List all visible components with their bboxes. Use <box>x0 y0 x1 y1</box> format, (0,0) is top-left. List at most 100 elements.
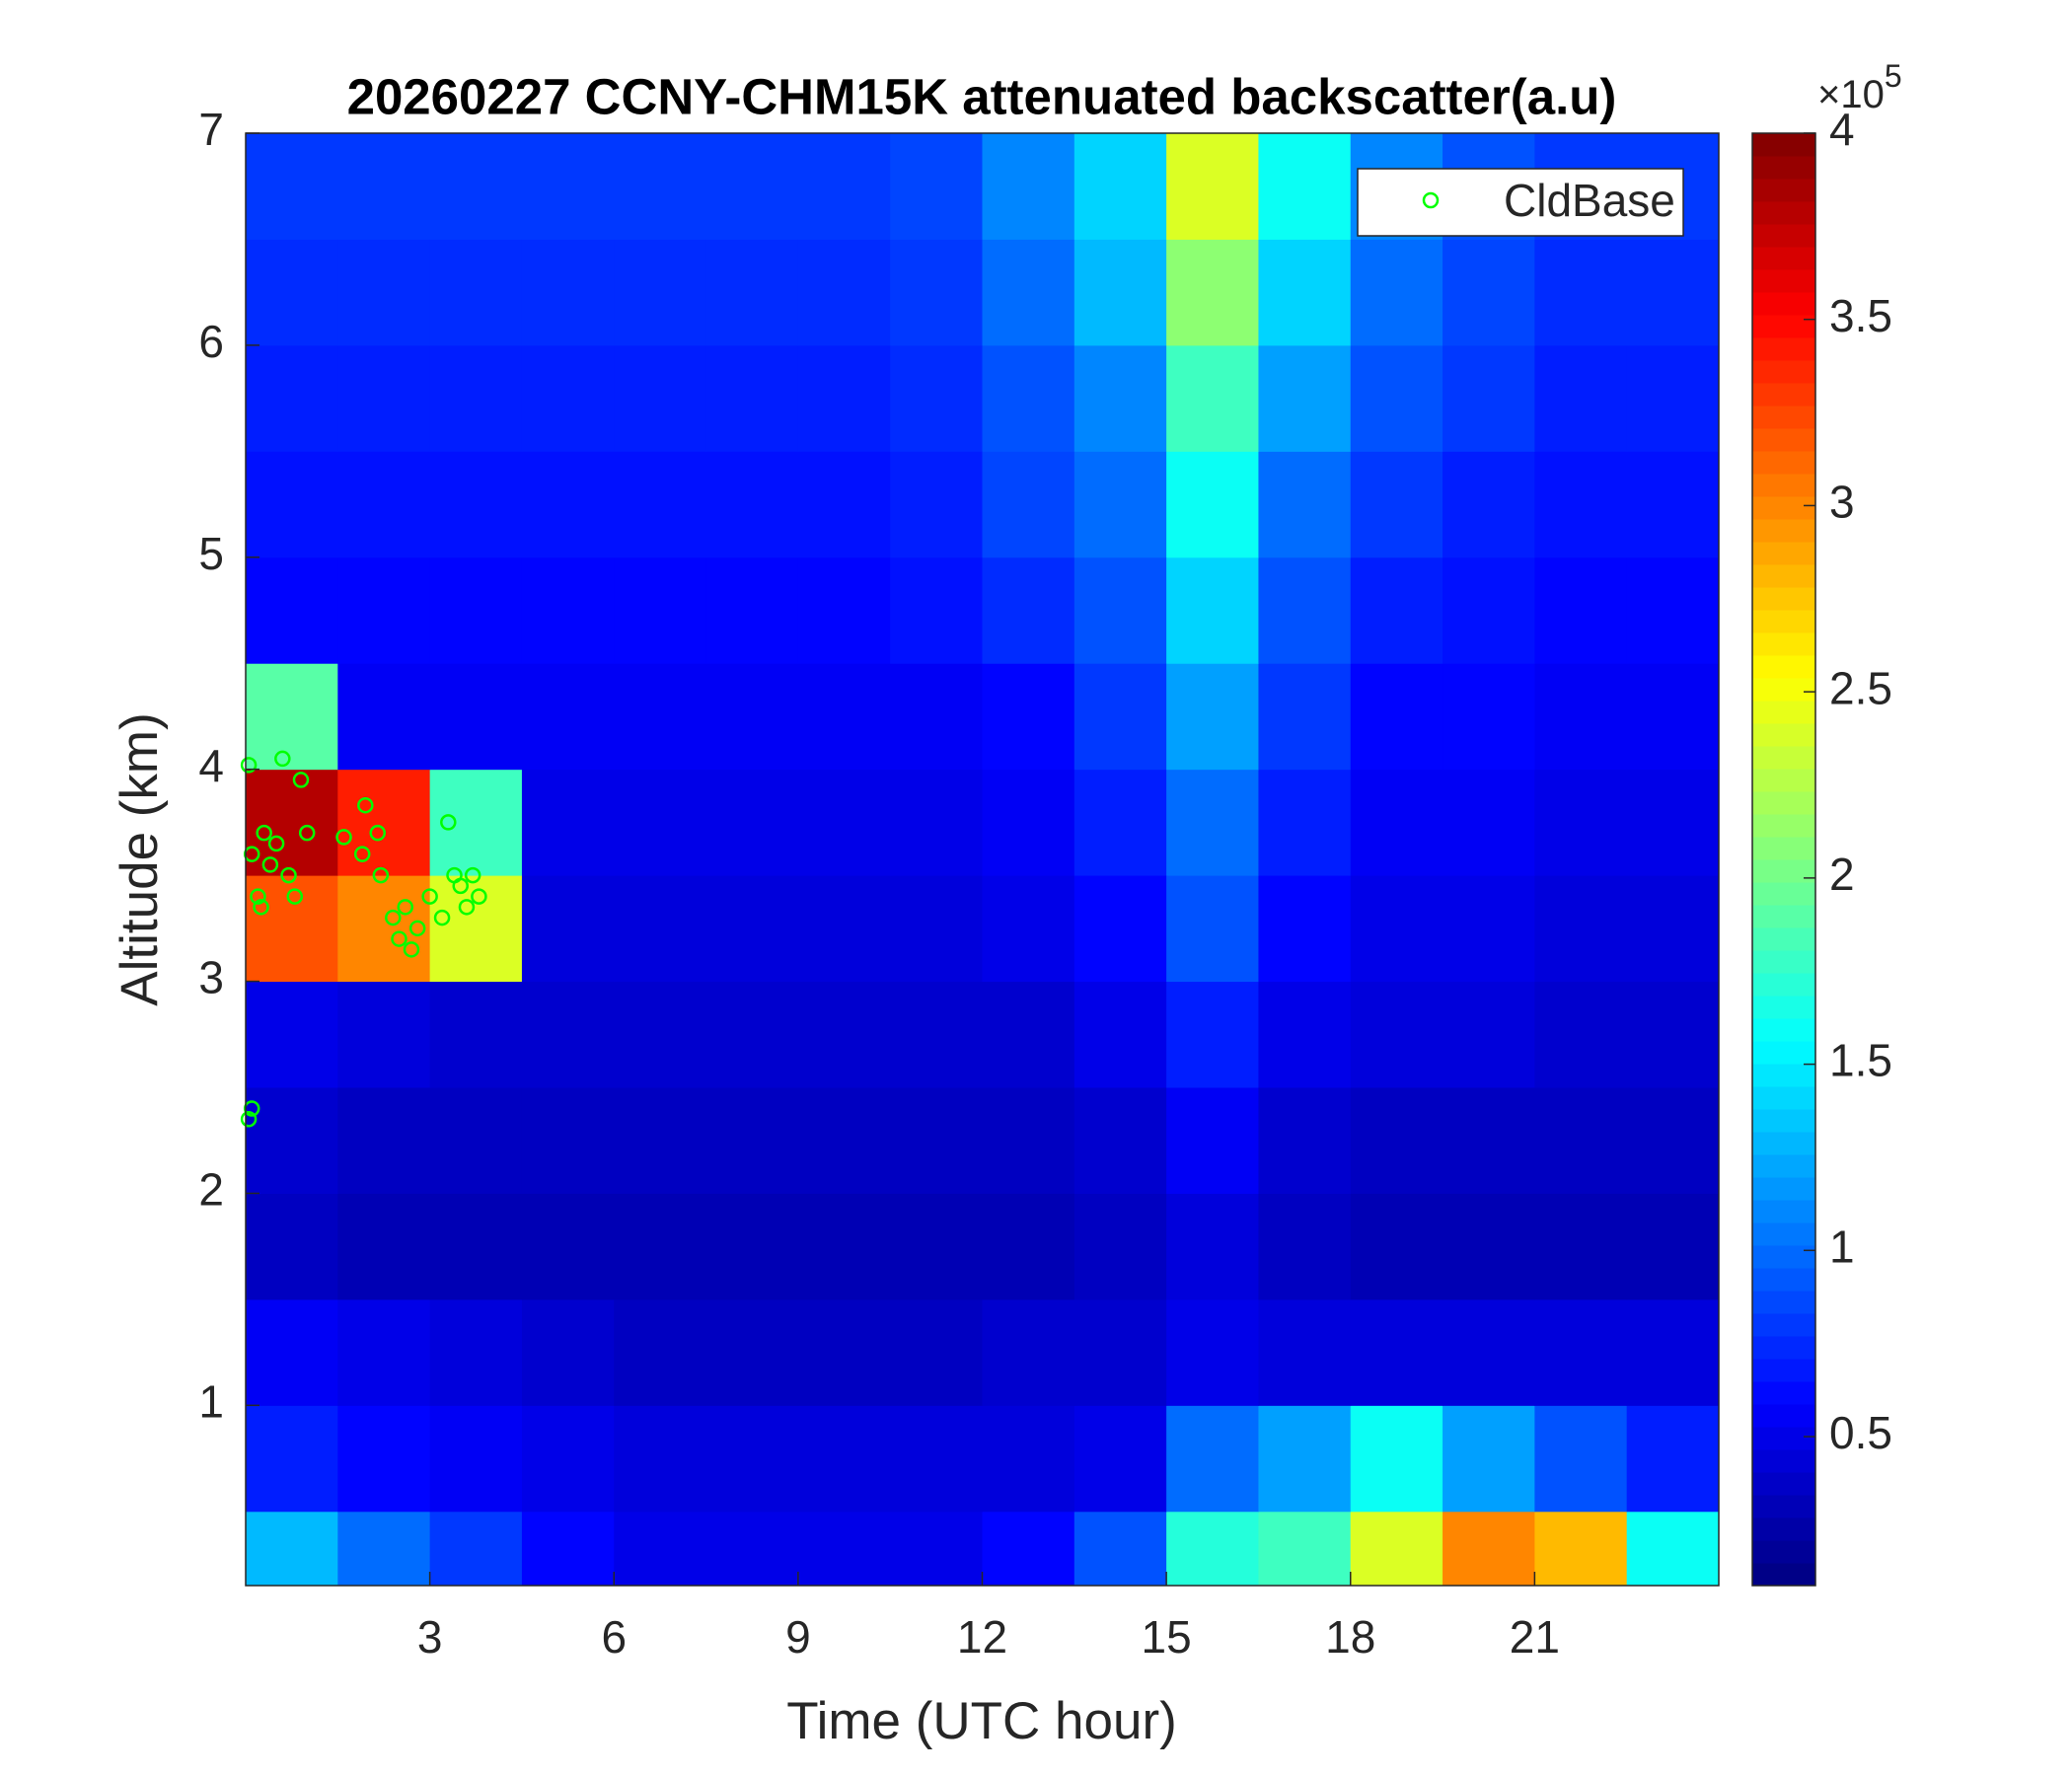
heatmap-cell <box>1443 1298 1535 1406</box>
heatmap-cell <box>982 1087 1075 1194</box>
y-tick-label: 7 <box>198 104 224 155</box>
heatmap-cell <box>429 875 523 983</box>
heatmap-cell <box>797 1193 891 1300</box>
heatmap-cell <box>429 663 523 771</box>
heatmap-cell <box>982 769 1075 876</box>
heatmap-cell <box>614 556 707 664</box>
heatmap-cell <box>705 1193 799 1300</box>
colorbar-tick-label: 0.5 <box>1829 1407 1892 1458</box>
heatmap-cell <box>1258 451 1352 558</box>
heatmap-cell <box>890 663 983 771</box>
cloud-base-point <box>357 796 374 814</box>
heatmap-cell <box>614 1298 707 1406</box>
colorbar-swatch <box>1752 905 1815 928</box>
colorbar-swatch <box>1752 1291 1815 1314</box>
heatmap-cell <box>429 556 523 664</box>
heatmap-cell <box>337 451 431 558</box>
heatmap-cell <box>429 1405 523 1513</box>
heatmap-cell <box>797 1087 891 1194</box>
colorbar-swatch <box>1752 224 1815 248</box>
heatmap-cell <box>982 239 1075 346</box>
cloud-base-point <box>335 829 352 846</box>
heatmap-cell <box>1534 1405 1628 1513</box>
heatmap-cell <box>705 451 799 558</box>
heatmap-cell <box>429 1511 523 1587</box>
heatmap-cell <box>797 344 891 452</box>
heatmap-cell <box>705 556 799 664</box>
heatmap-cell <box>1258 239 1352 346</box>
heatmap-cell <box>521 239 615 346</box>
colorbar-swatch <box>1752 406 1815 429</box>
y-tick-label: 6 <box>198 316 224 367</box>
heatmap-cell <box>890 133 983 240</box>
colorbar-swatch <box>1752 179 1815 202</box>
y-tick-label: 2 <box>198 1164 224 1216</box>
heatmap-cell <box>1258 663 1352 771</box>
heatmap-cell <box>1443 769 1535 876</box>
heatmap-cell <box>1443 663 1535 771</box>
legend-marker <box>1422 191 1440 209</box>
cloud-base-point <box>240 757 258 774</box>
cloud-base-point <box>408 920 426 937</box>
heatmap-cell <box>429 451 523 558</box>
colorbar-swatch <box>1752 1404 1815 1428</box>
cloud-base-point <box>261 856 279 873</box>
heatmap-cell <box>614 769 707 876</box>
heatmap-cell <box>1534 239 1628 346</box>
heatmap-cell <box>1443 239 1535 346</box>
heatmap-cell <box>337 344 431 452</box>
heatmap-cell <box>1073 556 1167 664</box>
heatmap-cell <box>705 239 799 346</box>
x-tick-label: 21 <box>1510 1611 1560 1663</box>
heatmap-cell <box>246 1087 338 1194</box>
colorbar-swatch <box>1752 1268 1815 1292</box>
cloud-base-point <box>433 909 451 926</box>
heatmap-cell <box>1258 875 1352 983</box>
heatmap-cell <box>705 981 799 1088</box>
heatmap-cell <box>614 663 707 771</box>
heatmap-cell <box>429 1087 523 1194</box>
heatmap-cell <box>1073 1405 1167 1513</box>
heatmap-cell <box>246 1405 338 1513</box>
colorbar-swatch <box>1752 632 1815 656</box>
heatmap-cell <box>521 556 615 664</box>
heatmap-cell <box>246 769 338 876</box>
heatmap-cell <box>705 344 799 452</box>
colorbar-swatch <box>1752 519 1815 543</box>
heatmap-cell <box>1443 1087 1535 1194</box>
cloud-base-point <box>292 772 310 788</box>
colorbar-swatch <box>1752 1517 1815 1541</box>
cloud-base-point <box>403 941 420 958</box>
heatmap-cell <box>614 981 707 1088</box>
heatmap-cell <box>614 133 707 240</box>
heatmap-cell <box>614 1193 707 1300</box>
colorbar-swatch <box>1752 383 1815 407</box>
heatmap-cell <box>1443 1193 1535 1300</box>
heatmap-cell <box>890 239 983 346</box>
heatmap-cell <box>246 663 338 771</box>
colorbar-swatch <box>1752 950 1815 974</box>
heatmap-cell <box>337 1298 431 1406</box>
heatmap-cell <box>705 875 799 983</box>
legend-box <box>1357 168 1684 237</box>
colorbar-swatch <box>1752 496 1815 520</box>
colorbar-swatch <box>1752 201 1815 225</box>
heatmap-cell <box>982 344 1075 452</box>
heatmap-cell <box>1626 981 1720 1088</box>
heatmap-cell <box>1073 769 1167 876</box>
heatmap-cell <box>797 556 891 664</box>
heatmap-cell <box>429 133 523 240</box>
heatmap-cell <box>246 875 338 983</box>
heatmap-cell <box>614 875 707 983</box>
cloud-base-point <box>250 888 266 905</box>
colorbar-swatch <box>1752 1041 1815 1065</box>
heatmap-cell <box>337 981 431 1088</box>
heatmap-cell <box>1166 1193 1259 1300</box>
heatmap-cell <box>337 1193 431 1300</box>
cloud-base-point <box>391 930 407 947</box>
heatmap-cell <box>890 451 983 558</box>
cloud-base-point <box>471 888 487 905</box>
cloud-base-point <box>353 846 371 862</box>
heatmap-cell <box>1534 1087 1628 1194</box>
heatmap-cell <box>1534 451 1628 558</box>
